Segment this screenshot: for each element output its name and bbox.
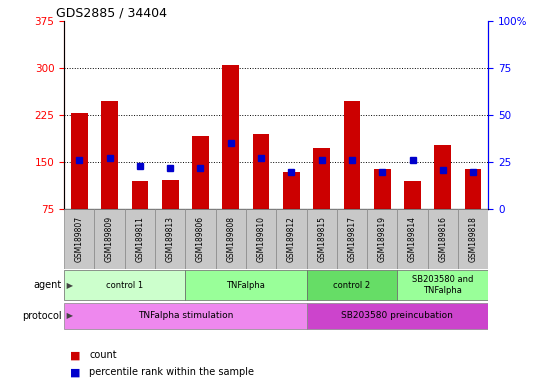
Bar	[397, 209, 427, 269]
Bar	[162, 180, 179, 257]
Bar	[427, 209, 458, 269]
Text: GSM189818: GSM189818	[469, 216, 478, 262]
Text: GSM189806: GSM189806	[196, 216, 205, 262]
Text: GDS2885 / 34404: GDS2885 / 34404	[56, 7, 167, 20]
Bar	[404, 181, 421, 257]
Bar	[306, 303, 488, 329]
Text: ■: ■	[70, 350, 80, 360]
Bar	[306, 270, 397, 300]
Bar	[64, 270, 185, 300]
Text: TNFalpha stimulation: TNFalpha stimulation	[138, 311, 233, 320]
Text: SB203580 preincubation: SB203580 preincubation	[341, 311, 453, 320]
Bar	[64, 303, 306, 329]
Bar	[253, 134, 270, 257]
Text: GSM189817: GSM189817	[348, 216, 357, 262]
Bar	[465, 169, 482, 257]
Text: protocol: protocol	[22, 311, 61, 321]
Text: GSM189807: GSM189807	[75, 216, 84, 262]
Bar	[306, 209, 337, 269]
Text: control 1: control 1	[106, 281, 143, 290]
Text: GSM189811: GSM189811	[136, 216, 145, 262]
Bar	[367, 209, 397, 269]
Bar	[101, 101, 118, 257]
Text: control 2: control 2	[333, 281, 371, 290]
Text: ▶: ▶	[64, 311, 73, 320]
Text: GSM189816: GSM189816	[439, 216, 448, 262]
Bar	[155, 209, 185, 269]
Text: GSM189819: GSM189819	[378, 216, 387, 262]
Bar	[246, 209, 276, 269]
Text: GSM189813: GSM189813	[166, 216, 175, 262]
Bar	[223, 65, 239, 257]
Bar	[192, 136, 209, 257]
Text: GSM189812: GSM189812	[287, 216, 296, 262]
Text: TNFalpha: TNFalpha	[227, 281, 266, 290]
Bar	[458, 209, 488, 269]
Bar	[344, 101, 360, 257]
Bar	[132, 181, 148, 257]
Text: count: count	[89, 350, 117, 360]
Bar	[374, 169, 391, 257]
Text: ■: ■	[70, 367, 80, 377]
Bar	[397, 270, 488, 300]
Bar	[313, 149, 330, 257]
Text: agent: agent	[33, 280, 61, 290]
Bar	[125, 209, 155, 269]
Bar	[185, 209, 215, 269]
Bar	[94, 209, 125, 269]
Bar	[71, 113, 88, 257]
Text: SB203580 and
TNFalpha: SB203580 and TNFalpha	[412, 275, 474, 295]
Bar	[215, 209, 246, 269]
Text: GSM189808: GSM189808	[227, 216, 235, 262]
Bar	[283, 172, 300, 257]
Text: GSM189810: GSM189810	[257, 216, 266, 262]
Text: GSM189814: GSM189814	[408, 216, 417, 262]
Text: ▶: ▶	[64, 281, 73, 290]
Text: GSM189809: GSM189809	[105, 216, 114, 262]
Bar	[276, 209, 306, 269]
Bar	[435, 145, 451, 257]
Text: GSM189815: GSM189815	[317, 216, 326, 262]
Bar	[337, 209, 367, 269]
Text: percentile rank within the sample: percentile rank within the sample	[89, 367, 254, 377]
Bar	[185, 270, 306, 300]
Bar	[64, 209, 94, 269]
